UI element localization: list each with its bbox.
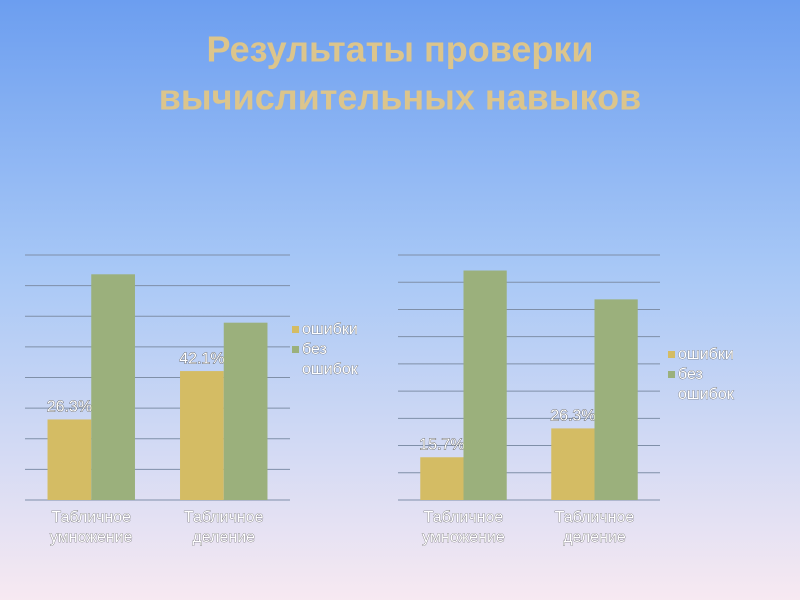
data-label: 26.3% <box>47 399 92 416</box>
legend-swatch <box>292 326 299 333</box>
data-label: 26.3% <box>550 408 595 425</box>
bar <box>47 419 92 500</box>
bar <box>420 457 464 500</box>
bar <box>180 371 224 500</box>
title-line: Результаты проверки <box>206 29 593 70</box>
bar <box>551 428 595 500</box>
legend-swatch <box>668 371 675 378</box>
bar <box>91 274 135 500</box>
x-tick-label: Табличное умножение <box>422 509 505 546</box>
legend-entry: ошибки <box>302 321 358 338</box>
bar <box>463 270 507 500</box>
x-tick-label: Табличное деление <box>555 509 635 546</box>
data-label: 15.7% <box>419 436 464 453</box>
legend-entry: без ошибок <box>678 366 735 403</box>
legend-entry: без ошибок <box>302 341 359 378</box>
legend-entry: ошибки <box>678 346 734 363</box>
bar <box>594 299 638 500</box>
legend-swatch <box>292 346 299 353</box>
title-line: вычислительных навыков <box>159 77 641 118</box>
bar <box>223 322 268 500</box>
x-tick-label: Табличное деление <box>184 509 264 546</box>
legend-swatch <box>668 351 675 358</box>
data-label: 42.1% <box>179 350 224 367</box>
x-tick-label: Табличное умножение <box>50 509 133 546</box>
